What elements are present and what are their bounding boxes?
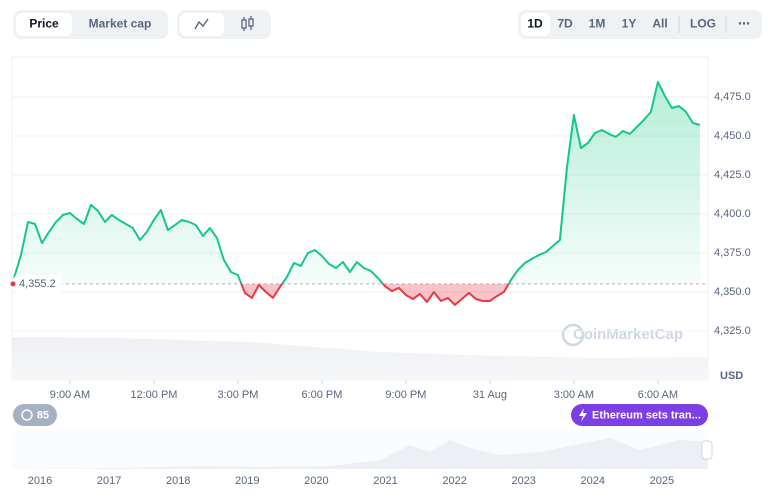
range-button[interactable]: 1M — [589, 17, 606, 31]
range-button[interactable]: 1Y — [622, 17, 637, 31]
x-tick-label: 3:00 PM — [217, 389, 258, 401]
event-label: Ethereum sets tran... — [592, 409, 701, 421]
x-tick-label: 6:00 PM — [301, 389, 342, 401]
price-line — [13, 81, 701, 306]
view-button[interactable]: Price — [29, 17, 59, 31]
watermark: CoinMarketCap — [573, 326, 683, 343]
range-active[interactable] — [521, 13, 550, 36]
year-label: 2021 — [373, 475, 397, 487]
navigator-handle[interactable] — [701, 440, 713, 460]
x-tick-label: 9:00 PM — [385, 389, 426, 401]
y-tick-label: 4,400.0 — [714, 208, 751, 220]
y-tick-label: 4,475.0 — [714, 91, 751, 103]
candle-icon[interactable] — [241, 16, 254, 31]
count-label: 85 — [37, 409, 49, 421]
y-tick-label: 4,450.0 — [714, 130, 751, 142]
year-label: 2023 — [511, 475, 535, 487]
range-button[interactable]: LOG — [690, 17, 716, 31]
y-tick-label: 4,425.0 — [714, 169, 751, 181]
year-label: 2017 — [97, 475, 121, 487]
x-tick-label: 9:00 AM — [50, 389, 90, 401]
x-tick-label: 6:00 AM — [638, 389, 678, 401]
year-label: 2022 — [442, 475, 466, 487]
y-tick-label: 4,350.0 — [714, 286, 751, 298]
year-label: 2018 — [166, 475, 190, 487]
event-badge[interactable] — [571, 404, 708, 426]
watermark-logo — [561, 323, 585, 347]
year-label: 2020 — [304, 475, 328, 487]
y-tick-label: 4,325.0 — [714, 325, 751, 337]
navigator-area — [12, 438, 708, 469]
y-axis-label: USD — [720, 370, 743, 382]
range-button[interactable]: 1D — [527, 17, 543, 31]
year-label: 2016 — [28, 475, 52, 487]
x-tick-label: 31 Aug — [473, 389, 507, 401]
range-button[interactable]: 7D — [557, 17, 573, 31]
range-button[interactable]: All — [652, 17, 667, 31]
view-active[interactable] — [16, 13, 72, 36]
range-toggle — [518, 10, 762, 39]
line-icon — [194, 18, 209, 30]
view-button[interactable]: Market cap — [89, 17, 152, 31]
history-icon — [21, 409, 33, 421]
year-label: 2019 — [235, 475, 259, 487]
x-tick-label: 12:00 PM — [130, 389, 177, 401]
year-label: 2024 — [581, 475, 605, 487]
count-badge[interactable] — [13, 404, 57, 426]
baseline-label: 4,355.2 — [19, 278, 56, 290]
x-tick-label: 3:00 AM — [554, 389, 594, 401]
price-area — [14, 82, 700, 305]
baseline-label-bg — [14, 274, 62, 293]
year-label: 2025 — [650, 475, 674, 487]
baseline-dot — [10, 281, 16, 287]
bolt-icon — [579, 408, 587, 422]
volume-band — [12, 337, 708, 380]
range-button[interactable]: ⋯ — [738, 17, 750, 31]
y-tick-label: 4,375.0 — [714, 247, 751, 259]
